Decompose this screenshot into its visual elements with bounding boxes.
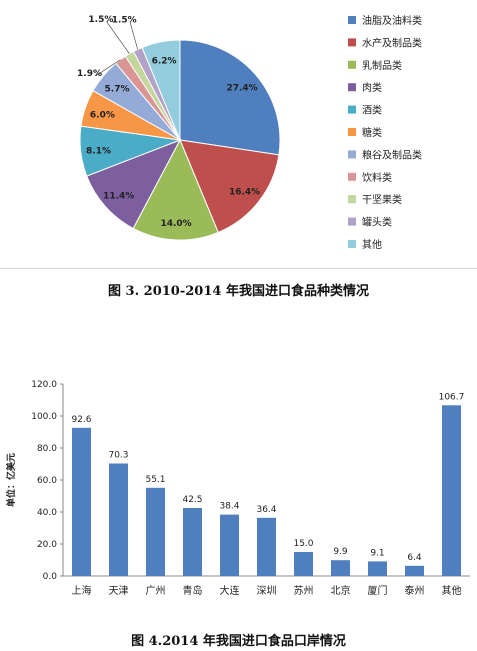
x-tick-label: 天津 bbox=[109, 585, 129, 597]
pie-value-label: 27.4% bbox=[226, 84, 257, 94]
bar bbox=[294, 552, 313, 576]
legend-label: 糖类 bbox=[362, 126, 382, 139]
bar bbox=[442, 405, 461, 576]
y-tick-label: 0.0 bbox=[43, 572, 58, 582]
pie-value-label: 5.7% bbox=[105, 85, 130, 95]
y-tick-label: 100.0 bbox=[31, 412, 57, 422]
bar-value-label: 9.1 bbox=[370, 548, 384, 558]
bar-value-label: 6.4 bbox=[407, 553, 422, 563]
legend-label: 肉类 bbox=[362, 81, 382, 94]
bar-value-label: 36.4 bbox=[256, 505, 276, 515]
legend-swatch bbox=[348, 128, 356, 136]
pie-slice bbox=[179, 139, 280, 234]
x-tick-label: 北京 bbox=[331, 584, 351, 597]
x-tick-label: 泰州 bbox=[405, 584, 425, 597]
y-tick-label: 20.0 bbox=[37, 540, 57, 550]
legend-swatch bbox=[348, 105, 356, 114]
pie-value-label: 6.0% bbox=[90, 111, 115, 121]
x-tick-label: 深圳 bbox=[257, 585, 277, 597]
legend-swatch bbox=[348, 217, 356, 226]
x-tick-label: 青岛 bbox=[183, 584, 203, 597]
bar-value-label: 55.1 bbox=[145, 475, 165, 485]
bar bbox=[109, 463, 128, 576]
pie-slice bbox=[141, 39, 181, 141]
pie-figure: 27.4% 16.4% 14.0% 11.4% 8.1% 6.0% 5.7% 1.9% 1.5%… bbox=[0, 0, 477, 310]
legend-label: 干坚果类 bbox=[362, 193, 402, 206]
bar-value-label: 9.9 bbox=[333, 547, 348, 557]
legend-label: 粮谷及制品类 bbox=[362, 148, 422, 161]
bar bbox=[368, 561, 387, 576]
legend-label: 饮料类 bbox=[362, 171, 392, 184]
bar-chart: 0.0 20.0 40.0 60.0 80.0 100.0 120.0 单位：亿美元 92.6 上… bbox=[5, 380, 470, 597]
pie-leader-line bbox=[95, 59, 121, 77]
legend-swatch bbox=[348, 38, 356, 47]
pie-slice bbox=[86, 139, 182, 230]
x-tick-label: 其他 bbox=[442, 584, 462, 597]
pie-value-label: 6.2% bbox=[152, 57, 177, 67]
figure-divider bbox=[0, 268, 477, 269]
x-tick-label: 大连 bbox=[220, 584, 240, 597]
bar bbox=[72, 427, 91, 576]
legend-swatch bbox=[348, 83, 356, 92]
bar bbox=[331, 560, 350, 576]
pie-value-label: 1.9% bbox=[77, 69, 102, 79]
legend-label: 水产及制品类 bbox=[362, 36, 422, 49]
bar bbox=[146, 487, 165, 576]
legend-swatch bbox=[348, 240, 356, 248]
y-tick-label: 40.0 bbox=[37, 508, 57, 518]
pie-value-label: 16.4% bbox=[229, 188, 260, 198]
bar bbox=[220, 514, 239, 576]
bar-value-label: 38.4 bbox=[219, 502, 239, 512]
legend-label: 其他 bbox=[362, 238, 382, 251]
bar-value-label: 92.6 bbox=[71, 415, 91, 425]
legend-swatch bbox=[348, 150, 356, 159]
pie-slice bbox=[179, 39, 281, 156]
x-tick-label: 广州 bbox=[146, 585, 166, 597]
pie-value-label: 14.0% bbox=[160, 219, 191, 229]
pie-chart: 27.4% 16.4% 14.0% 11.4% 8.1% 6.0% 5.7%1.9% 1.5%… bbox=[77, 14, 422, 251]
bar-value-label: 106.7 bbox=[439, 392, 465, 402]
legend-label: 罐头类 bbox=[362, 216, 392, 229]
pie-leader-line bbox=[106, 21, 130, 54]
x-tick-label: 上海 bbox=[72, 584, 92, 597]
pie-value-label: 1.5% bbox=[112, 16, 137, 26]
bar-caption: 图 4.2014 年我国进口食品口岸情况 bbox=[131, 634, 346, 649]
legend-swatch bbox=[348, 60, 356, 69]
legend-swatch bbox=[348, 172, 356, 181]
pie-value-label: 8.1% bbox=[86, 146, 111, 156]
pie-slice bbox=[132, 138, 219, 241]
pie-value-label: 11.4% bbox=[103, 192, 134, 202]
bar-value-label: 70.3 bbox=[108, 451, 128, 461]
bar bbox=[183, 508, 202, 576]
legend-label: 酒类 bbox=[362, 104, 382, 117]
legend-swatch bbox=[348, 16, 356, 24]
y-tick-label: 120.0 bbox=[31, 380, 57, 390]
x-tick-label: 厦门 bbox=[368, 584, 388, 597]
pie-leader-line bbox=[129, 22, 138, 50]
pie-caption: 图 3. 2010-2014 年我国进口食品种类情况 bbox=[108, 284, 369, 299]
legend-label: 乳制品类 bbox=[362, 59, 402, 72]
x-tick-label: 苏州 bbox=[294, 584, 314, 597]
bar-figure: 0.0 20.0 40.0 60.0 80.0 100.0 120.0 单位：亿美元 92.6 上… bbox=[0, 360, 477, 651]
pie-value-label: 1.5% bbox=[88, 15, 113, 25]
bar-value-label: 42.5 bbox=[182, 495, 202, 505]
bar bbox=[405, 565, 424, 576]
legend-swatch bbox=[348, 195, 356, 204]
bar bbox=[257, 517, 276, 576]
bar-value-label: 15.0 bbox=[293, 539, 313, 549]
y-tick-label: 60.0 bbox=[37, 476, 57, 486]
y-axis-title: 单位：亿美元 bbox=[5, 453, 17, 507]
legend-label: 油脂及油料类 bbox=[362, 14, 422, 27]
y-tick-label: 80.0 bbox=[37, 444, 57, 454]
